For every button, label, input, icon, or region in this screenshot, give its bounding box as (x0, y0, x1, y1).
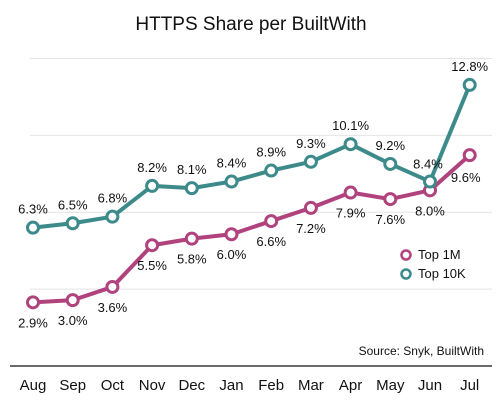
data-point-top-10k (184, 181, 199, 196)
data-point-top-1m (303, 200, 318, 215)
data-label-top-10k: 9.2% (375, 138, 405, 153)
x-tick-label: Feb (258, 377, 284, 394)
data-point-top-10k (343, 137, 358, 152)
chart-title: HTTPS Share per BuiltWith (135, 14, 366, 35)
data-point-top-1m (462, 148, 477, 163)
x-tick-label: Mar (298, 377, 324, 394)
data-label-top-10k: 12.8% (451, 59, 488, 74)
data-label-top-1m: 7.9% (336, 206, 366, 221)
data-label-top-1m: 8.0% (415, 203, 445, 218)
x-tick-label: Jul (460, 377, 479, 394)
x-tick-label: Nov (139, 377, 166, 394)
data-point-top-1m (383, 192, 398, 207)
data-point-top-10k (303, 154, 318, 169)
data-point-top-1m (184, 231, 199, 246)
legend-marker-top-1m (400, 249, 412, 261)
data-label-top-1m: 2.9% (18, 315, 48, 330)
data-label-top-1m: 7.6% (375, 212, 405, 227)
data-label-top-10k: 8.4% (217, 156, 247, 171)
data-point-top-10k (423, 174, 437, 189)
data-point-top-10k (105, 209, 120, 224)
data-label-top-10k: 8.9% (256, 145, 286, 160)
legend-label-top-10k: Top 10K (418, 266, 466, 281)
data-label-top-10k: 8.2% (137, 160, 167, 175)
data-point-top-10k (383, 156, 398, 171)
data-point-top-1m (105, 279, 120, 294)
data-point-top-10k (145, 178, 160, 193)
data-label-top-10k: 8.1% (177, 162, 207, 177)
legend-marker-top-10k (400, 268, 412, 280)
data-point-top-10k (264, 163, 279, 178)
data-point-top-10k (65, 216, 80, 231)
data-point-top-1m (145, 238, 160, 253)
data-label-top-10k: 9.3% (296, 136, 326, 151)
data-point-top-10k (462, 77, 477, 92)
data-label-top-1m: 7.2% (296, 221, 326, 236)
data-point-top-1m (26, 295, 40, 310)
x-tick-label: Jun (418, 377, 442, 394)
data-label-top-10k: 8.4% (413, 157, 443, 172)
data-label-top-1m: 6.0% (217, 247, 247, 262)
x-tick-label: Dec (178, 377, 205, 394)
data-label-top-10k: 6.3% (18, 202, 48, 217)
x-tick-label: May (376, 377, 405, 394)
data-point-top-10k (26, 220, 40, 235)
x-axis-ticks: Aug Sep Oct Nov Dec Jan Feb Mar Apr May Jun Jul (20, 377, 480, 394)
data-label-top-10k: 6.8% (98, 191, 128, 206)
data-point-top-10k (224, 174, 239, 189)
data-label-top-1m: 3.0% (58, 313, 88, 328)
data-label-top-10k: 10.1% (332, 118, 369, 133)
data-point-top-1m (264, 214, 279, 229)
data-label-top-1m: 5.8% (177, 252, 207, 267)
data-label-top-1m: 3.6% (98, 300, 128, 315)
x-tick-label: Aug (20, 377, 47, 394)
data-label-top-10k: 6.5% (58, 197, 88, 212)
x-tick-label: Sep (59, 377, 86, 394)
data-point-top-1m (65, 293, 80, 308)
legend: Top 1M Top 10K (400, 247, 466, 281)
data-label-top-1m: 5.5% (137, 258, 167, 273)
x-tick-label: Jan (219, 377, 243, 394)
data-point-top-1m (224, 227, 239, 242)
x-tick-label: Oct (101, 377, 125, 394)
legend-label-top-1m: Top 1M (418, 247, 461, 262)
x-tick-label: Apr (339, 377, 362, 394)
series-lines: 2.9% 3.0% 3.6% 5.5% 5.8% 6.0% 6.6% 7.2% 7.9% 7.6%… (18, 59, 488, 330)
source-note: Source: Snyk, BuiltWith (359, 344, 484, 358)
data-label-top-1m: 9.6% (451, 170, 481, 185)
series-line-top-10k (32, 84, 472, 230)
data-point-top-1m (343, 185, 358, 200)
data-label-top-1m: 6.6% (256, 234, 286, 249)
